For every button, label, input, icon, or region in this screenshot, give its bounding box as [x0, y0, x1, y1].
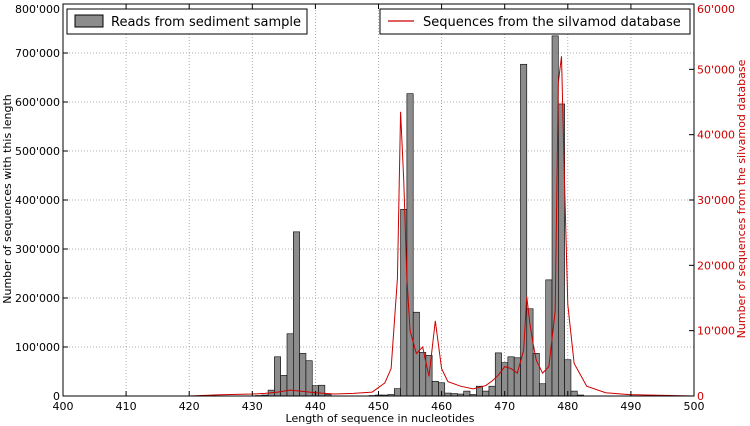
x-tick-label: 450	[368, 400, 389, 413]
y-tick-label-left: 500'000	[15, 145, 60, 158]
x-tick-label: 420	[179, 400, 200, 413]
y-tick-label-left: 100'000	[15, 341, 60, 354]
y-ticks-right: 0 10'000 20'000 30'000 40'000 50'000 60'000	[689, 3, 735, 403]
legend-right: Sequences from the silvamod database	[379, 8, 691, 35]
y-tick-label-right: 0	[697, 390, 704, 403]
y-tick-label-left: 700'000	[15, 47, 60, 60]
y-tick-label-right: 60'000	[697, 3, 735, 16]
bar-434	[274, 356, 281, 397]
y-ticks-left: 0 100'000 200'000 300'000 400'000 500'000 600'…	[15, 3, 68, 403]
bar-439	[305, 360, 313, 397]
silvamod-line	[63, 56, 695, 397]
x-tick-label: 470	[494, 400, 515, 413]
bar-471	[507, 356, 515, 397]
bar-459	[431, 380, 439, 397]
x-tick-label: 460	[431, 400, 452, 413]
x-tick-label: 400	[53, 400, 74, 413]
y-tick-label-right: 20'000	[697, 259, 735, 272]
x-tick-label: 500	[684, 400, 705, 413]
y-tick-label-right: 50'000	[697, 63, 735, 76]
legend-left-box	[66, 8, 308, 35]
silvamod-line-group	[63, 56, 695, 397]
y-tick-label-right: 30'000	[697, 194, 735, 207]
y-axis-label-left: Number of sequences with this length	[1, 94, 14, 304]
y-tick-label-left: 300'000	[15, 243, 60, 256]
bar-464	[463, 390, 471, 397]
bar-467	[482, 390, 490, 397]
y-tick-label-left: 600'000	[15, 96, 60, 109]
x-ticks: 400 410 420 430 440 450 460 470 480 490 500	[53, 4, 705, 413]
y-tick-label-right: 40'000	[697, 129, 735, 142]
y-axis-label-right: Number of sequences from the silvamod da…	[735, 59, 748, 338]
x-tick-label: 490	[620, 400, 641, 413]
bar-441	[318, 384, 326, 397]
bar-455	[406, 93, 414, 397]
bars	[255, 35, 584, 397]
grid	[62, 3, 695, 397]
bar-481	[570, 390, 578, 397]
bar-478	[551, 35, 559, 397]
x-tick-label: 440	[305, 400, 326, 413]
legend-bar-swatch	[74, 14, 104, 28]
y-tick-label-left: 0	[53, 390, 60, 403]
bar-480	[564, 359, 572, 397]
bar-477	[545, 279, 553, 397]
bar-468	[488, 385, 496, 397]
bar-435	[280, 375, 288, 397]
x-axis-label: Length of sequence in nucleotides	[286, 412, 475, 425]
y-tick-label-left: 800'000	[15, 3, 60, 16]
bar-436	[286, 333, 294, 397]
x-tick-label: 480	[557, 400, 578, 413]
bar-453	[393, 388, 401, 397]
legend-right-box	[379, 8, 691, 35]
legend-right-label: Sequences from the silvamod database	[423, 15, 681, 30]
legend-left: Reads from sediment sample	[66, 8, 308, 35]
legend-left-label: Reads from sediment sample	[111, 15, 301, 30]
x-tick-label: 430	[242, 400, 263, 413]
x-tick-label: 410	[116, 400, 137, 413]
y-tick-label-right: 10'000	[697, 325, 735, 338]
bar-437	[293, 231, 300, 397]
bar-438	[299, 353, 307, 397]
y-tick-label-left: 200'000	[15, 292, 60, 305]
y-tick-label-left: 400'000	[15, 194, 60, 207]
bar-476	[539, 383, 547, 397]
